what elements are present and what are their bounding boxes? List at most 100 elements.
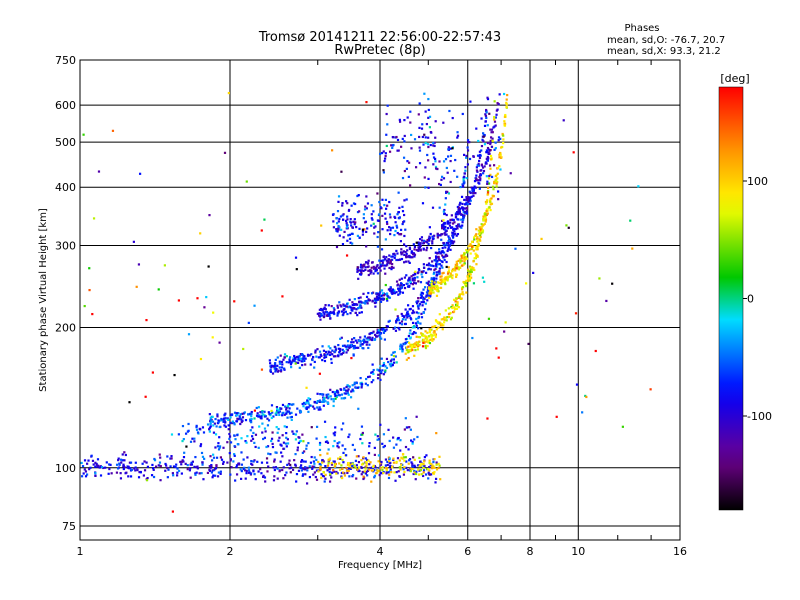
data-point [240, 470, 243, 473]
data-point [447, 246, 450, 249]
data-point [356, 234, 360, 237]
data-point [107, 472, 110, 475]
data-point [366, 202, 370, 205]
data-point [97, 170, 101, 173]
data-point [359, 296, 362, 299]
data-point [319, 465, 322, 468]
data-point [419, 237, 422, 241]
data-point [425, 295, 428, 298]
data-point [227, 91, 230, 95]
data-point [301, 353, 304, 356]
data-point [320, 354, 323, 358]
data-point [485, 202, 488, 205]
data-point [94, 461, 97, 464]
data-point [291, 468, 295, 471]
data-point [460, 297, 463, 300]
data-point [442, 271, 445, 274]
data-point [332, 445, 335, 448]
data-point [394, 326, 397, 329]
data-point [415, 241, 418, 244]
data-point [473, 180, 477, 183]
data-point [404, 250, 407, 254]
data-point [289, 463, 292, 467]
data-point [118, 462, 121, 465]
data-point [412, 311, 416, 314]
data-point [451, 231, 455, 234]
data-point [246, 456, 249, 459]
data-point [322, 470, 325, 474]
data-point [388, 465, 392, 468]
data-point [375, 295, 379, 298]
data-point [465, 249, 468, 252]
data-point [466, 251, 469, 254]
data-point [504, 321, 507, 324]
data-point [406, 116, 409, 119]
data-point [432, 156, 436, 159]
data-point [284, 442, 287, 445]
x-tick-label: 4 [377, 545, 384, 558]
data-point [417, 473, 421, 476]
data-point [400, 456, 403, 459]
data-point [427, 262, 431, 265]
data-point [446, 221, 449, 224]
data-point [340, 471, 344, 475]
data-point [417, 307, 420, 310]
data-point [97, 464, 100, 467]
data-point [402, 283, 406, 287]
data-point [369, 272, 372, 275]
data-point [365, 470, 368, 473]
data-point [240, 418, 243, 421]
data-point [457, 306, 460, 309]
data-point [321, 358, 324, 362]
data-point [286, 442, 290, 445]
data-point [358, 269, 361, 272]
data-point [379, 467, 382, 470]
data-point [442, 210, 445, 213]
data-point [94, 474, 97, 477]
data-point [208, 413, 211, 416]
data-point [356, 386, 359, 389]
data-point [276, 407, 279, 411]
data-point [336, 472, 339, 475]
data-point [199, 428, 202, 431]
data-point [361, 233, 364, 236]
data-point [486, 159, 489, 162]
data-point [418, 162, 422, 165]
data-point [425, 281, 428, 284]
data-point [269, 362, 272, 365]
data-point [384, 198, 387, 202]
data-point [478, 226, 481, 229]
data-point [139, 471, 142, 474]
data-point [406, 282, 409, 285]
data-point [413, 248, 416, 251]
data-point [308, 404, 311, 407]
data-point [477, 239, 480, 242]
data-point [434, 481, 437, 484]
data-point [379, 463, 383, 466]
data-point [229, 441, 233, 444]
data-point [399, 439, 402, 442]
data-point [234, 479, 237, 482]
data-point [502, 134, 505, 137]
data-point [484, 214, 487, 218]
data-point [308, 354, 311, 357]
data-point [438, 267, 441, 270]
data-point [230, 413, 233, 417]
data-point [430, 284, 433, 287]
data-point [483, 217, 487, 220]
data-point [354, 466, 357, 469]
data-point [328, 353, 332, 357]
data-point [409, 256, 413, 259]
data-point [239, 413, 242, 416]
data-point [319, 353, 322, 356]
data-point [274, 369, 278, 372]
data-point [100, 465, 104, 469]
data-point [325, 396, 328, 399]
data-point [143, 460, 146, 463]
data-point [308, 465, 311, 468]
data-point [317, 356, 320, 359]
data-point [232, 421, 236, 425]
data-point [250, 412, 253, 415]
y-tick-label: 200 [55, 322, 76, 335]
data-point [462, 286, 465, 289]
